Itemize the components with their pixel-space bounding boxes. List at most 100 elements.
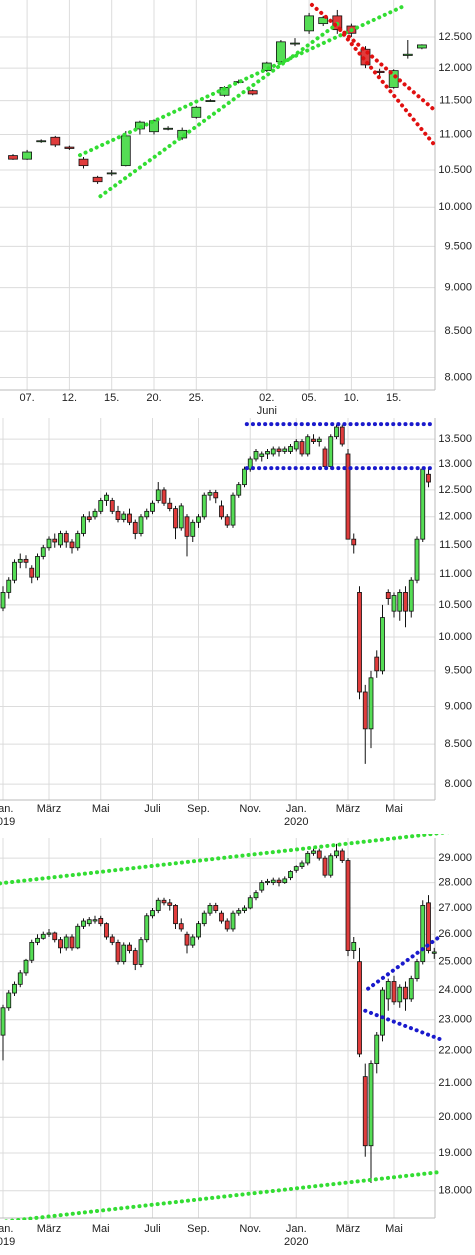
candle-body [290,42,300,45]
candle-body [155,899,161,911]
candle-body [201,912,207,925]
candle-body [163,127,174,130]
candle-body [259,882,265,891]
y-tick-label: 24.000 [438,984,472,996]
chart-panel: 8.000 8.500 9.000 9.500 10.000 10.500 11.000 11… [0,0,472,417]
y-tick-label: 19.000 [438,1147,472,1159]
candle-body [86,919,92,925]
candle-body [385,592,391,600]
candle-body [144,915,150,941]
trendline [309,2,437,113]
y-tick-label: 11.000 [439,128,472,140]
x-tick-label: Mai [92,1223,110,1235]
x-tick-label: 15. [386,392,401,404]
trendlines [244,422,434,471]
candle-body [230,494,236,526]
y-tick-label: 27.000 [438,902,472,914]
y-tick-label: 8.000 [444,778,472,790]
candle-body [219,505,224,518]
x-tick-label: 20. [146,392,161,404]
y-tick-label: 29.000 [438,852,472,864]
x-tick-label: 15. [104,392,119,404]
candle-body [318,17,329,25]
x-tick-label: Jan. [286,1223,307,1235]
x-tick-label: Mai [385,803,403,815]
x-sublabel: 2020 [284,816,308,828]
candle-body [78,158,89,167]
y-tick-label: 9.000 [444,282,472,294]
x-tick-label: 25. [189,392,204,404]
candle-body [161,489,167,504]
x-tick-label: Sep. [187,803,210,815]
y-tick-label: 20.000 [438,1111,472,1123]
candle-body [17,972,23,985]
candle-body [388,70,399,88]
candle-body [23,959,29,974]
candle-body [311,438,316,442]
candle-body [8,155,18,160]
candle-body [426,902,431,951]
candle-body [316,850,322,859]
candle-body [22,151,33,160]
candle-body [357,592,362,693]
candle-body [207,492,213,496]
candle-body [207,905,213,914]
y-tick-label: 8.000 [444,371,472,383]
candle-body [403,592,408,612]
trendline [0,834,450,886]
x-tick-label: Nov. [239,803,261,815]
x-tick-label: Jan. [0,803,13,815]
candle-body [230,912,236,930]
candle-body [305,852,311,864]
candle-body [69,541,75,549]
candle-body [282,448,288,452]
candle-body [104,494,109,501]
x-tick-label: 05. [301,392,316,404]
y-tick-label: 9.500 [444,240,472,252]
candle-body [177,129,188,139]
candle-body [224,920,230,930]
candle-body [104,923,109,938]
candle-body [196,923,201,938]
candle-body [270,448,276,455]
candle-body [109,936,115,943]
candle-body [288,446,293,452]
candle-body [64,146,75,149]
trendlines [77,2,437,199]
candle-body [155,489,161,501]
candle-body [75,533,81,549]
candle-body [293,441,299,450]
trendline [338,27,437,148]
candle-body [50,136,61,146]
y-tick-label: 21.000 [438,1077,472,1089]
y-tick-label: 13.500 [438,433,472,445]
candle-body [92,176,103,183]
candle-body [86,516,92,520]
x-tick-label: Juli [144,803,161,815]
candle-body [150,910,155,917]
x-sublabel: Juni [257,405,277,417]
candle-body [52,932,58,941]
candle-body [46,932,52,935]
candle-body [380,989,385,1036]
candle-body [345,860,351,951]
candle-body [431,951,437,954]
candle-body [213,492,219,499]
candle-body [6,992,12,1009]
candle-body [414,538,420,581]
candle-body [115,510,121,520]
y-tick-label: 12.500 [438,484,472,496]
trendline [366,934,442,991]
candle-body [305,436,311,455]
candle-body [385,981,391,1000]
x-tick-label: Mai [385,1223,403,1235]
candle-body [213,905,219,911]
candle-body [304,15,315,32]
x-tick-label: Jan. [0,1223,13,1235]
x-tick-label: 02. [259,392,274,404]
x-tick-label: Nov. [239,1223,261,1235]
candle-body [322,857,328,876]
candle-body [247,90,258,95]
x-sublabel: 2019 [0,816,15,828]
